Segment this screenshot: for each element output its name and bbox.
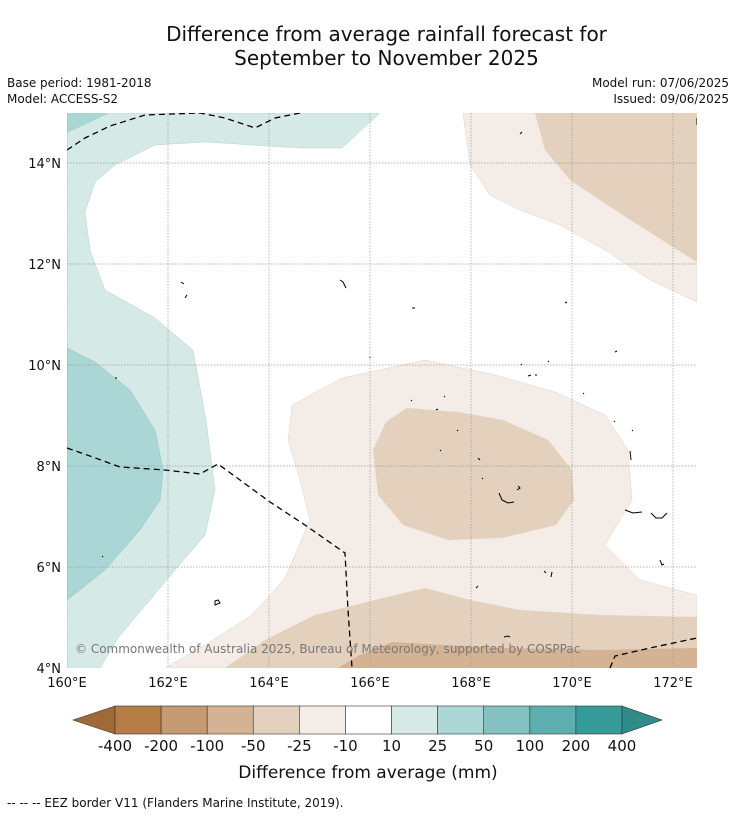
colorbar-tick-label: 100 (515, 737, 544, 755)
lat-label-10n: 10°N (28, 359, 61, 374)
colorbar-tick-label: 10 (382, 737, 401, 755)
base-period: Base period: 1981-2018 (7, 76, 152, 90)
colorbar-segment (391, 705, 438, 735)
colorbar-arrow-high (621, 705, 663, 735)
colorbar-segment (437, 705, 485, 735)
colorbar-segment (299, 705, 346, 735)
dry-region-central-medium (373, 408, 574, 540)
map-title: Difference from average rainfall forecas… (0, 22, 736, 70)
lon-label-160e: 160°E (47, 676, 87, 691)
model-run: Model run: 07/06/2025 (591, 76, 729, 90)
gridlines (67, 113, 697, 668)
dry-region-south-dark (338, 642, 697, 668)
colorbar-tick-label: 400 (608, 737, 637, 755)
eez-footnote: -- -- -- EEZ border V11 (Flanders Marine… (7, 796, 344, 810)
colorbar-segment (206, 705, 254, 735)
lon-labels: 160°E 162°E 164°E 166°E 168°E 170°E 172°… (47, 676, 693, 691)
islands (101, 118, 697, 638)
dry-region-ne-medium (535, 113, 697, 262)
lon-label-168e: 168°E (451, 676, 491, 691)
colorbar-tick-label: -400 (98, 737, 132, 755)
issued-date: Issued: 09/06/2025 (613, 92, 729, 106)
colorbar-segment (575, 705, 623, 735)
colorbar: -400 -200 -100 -50 -25 -10 10 25 50 100 200 400 (72, 705, 663, 755)
colorbar-segment (114, 705, 162, 735)
title-line-1: Difference from average rainfall forecas… (166, 22, 607, 46)
lat-label-4n: 4°N (37, 662, 62, 677)
colorbar-segment (252, 705, 300, 735)
colorbar-tick-label: 25 (428, 737, 447, 755)
colorbar-tick-label: -50 (241, 737, 266, 755)
lon-label-172e: 172°E (653, 676, 693, 691)
colorbar-label: Difference from average (mm) (238, 763, 497, 783)
rainfall-map: © Commonwealth of Australia 2025, Bureau… (67, 113, 697, 668)
lat-label-14n: 14°N (28, 157, 61, 172)
colorbar-tick-label: 200 (562, 737, 591, 755)
eez-borders (67, 113, 697, 668)
wet-region-light (67, 113, 381, 668)
title-line-2: September to November 2025 (234, 46, 539, 70)
colorbar-tick-label: -25 (287, 737, 312, 755)
colorbar-tick-label: -200 (144, 737, 178, 755)
dry-region-south-medium (225, 588, 697, 668)
lon-label-164e: 164°E (249, 676, 289, 691)
colorbar-segment (483, 705, 531, 735)
colorbar-tick-label: -100 (190, 737, 224, 755)
wet-region-medium (67, 347, 164, 601)
colorbar-tick-label: 50 (474, 737, 493, 755)
lat-label-8n: 8°N (37, 460, 62, 475)
model-name: Model: ACCESS-S2 (7, 92, 119, 106)
colorbar-tick-label: -10 (333, 737, 358, 755)
lat-label-6n: 6°N (37, 561, 62, 576)
meta-left: Base period: 1981-2018 Model: ACCESS-S2 (7, 75, 152, 107)
lon-label-170e: 170°E (552, 676, 592, 691)
wet-region-corner (67, 113, 110, 133)
colorbar-segment (345, 705, 392, 735)
colorbar-segment (160, 705, 208, 735)
colorbar-segment (529, 705, 577, 735)
colorbar-arrow-low (72, 705, 116, 735)
lat-labels: 14°N 12°N 10°N 8°N 6°N 4°N (28, 157, 61, 677)
lon-label-162e: 162°E (148, 676, 188, 691)
lon-label-166e: 166°E (350, 676, 390, 691)
meta-right: Model run: 07/06/2025 Issued: 09/06/2025 (592, 75, 729, 107)
copyright-text: © Commonwealth of Australia 2025, Bureau… (75, 642, 580, 656)
lat-label-12n: 12°N (28, 258, 61, 273)
